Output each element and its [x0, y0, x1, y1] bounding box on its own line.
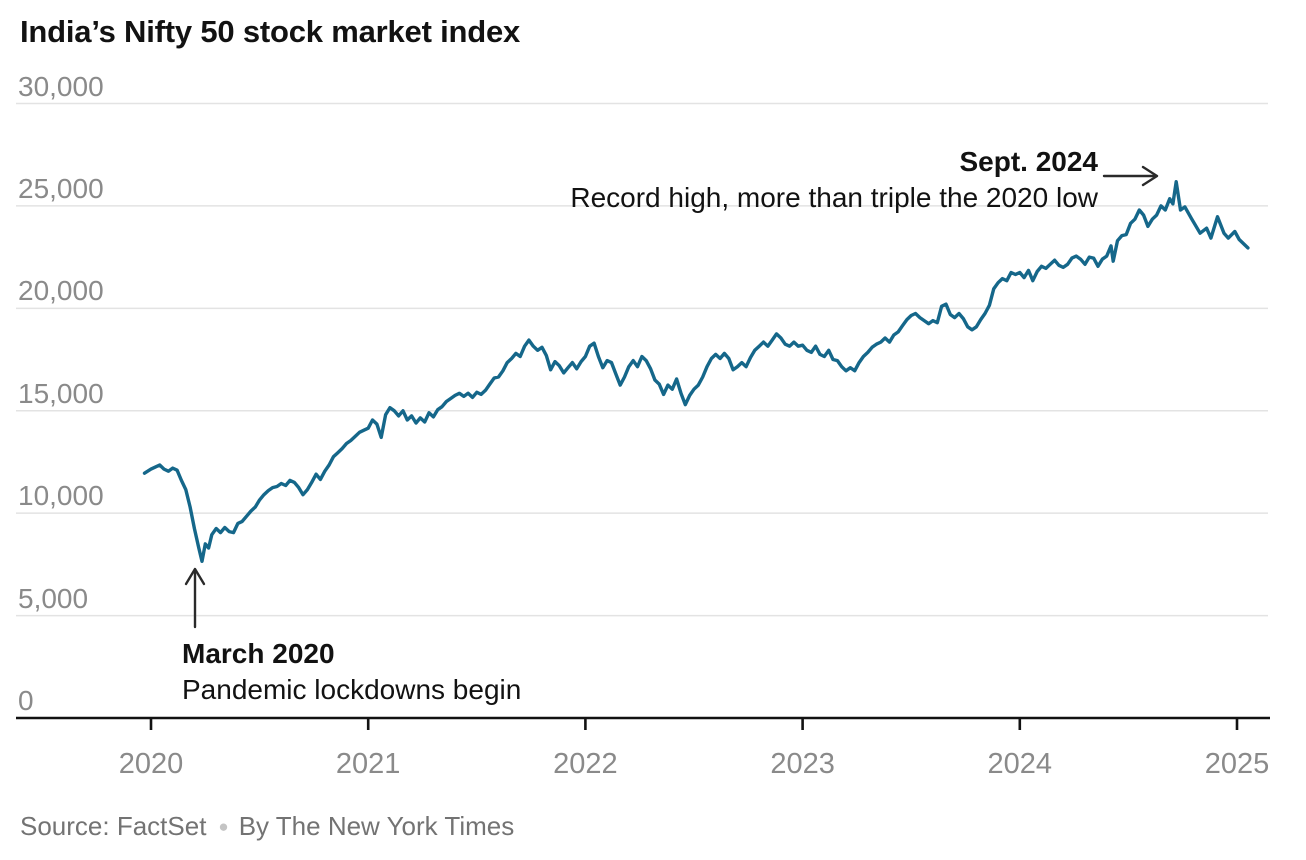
y-tick-label: 15,000 — [18, 377, 104, 409]
annotation-sept-2024: Sept. 2024 Record high, more than triple… — [570, 144, 1098, 216]
y-tick-label: 25,000 — [18, 172, 104, 204]
gridlines — [16, 102, 1268, 617]
x-tick-label: 2024 — [987, 748, 1053, 780]
y-tick-label: 10,000 — [18, 480, 104, 512]
annotation-sept-2024-title: Sept. 2024 — [959, 146, 1098, 177]
x-tick-label: 2020 — [118, 748, 184, 780]
y-tick-label: 30,000 — [18, 70, 104, 102]
annotation-march-2020: March 2020 Pandemic lockdowns begin — [182, 636, 521, 708]
dot-separator-icon: ● — [218, 817, 229, 836]
source-byline: Source: FactSet ● By The New York Times — [20, 811, 514, 842]
x-tick-label: 2025 — [1204, 748, 1270, 780]
high-annotation-arrow — [1102, 165, 1159, 187]
source-label: Source: FactSet — [20, 811, 207, 841]
annotation-march-2020-title: March 2020 — [182, 638, 335, 669]
annotation-sept-2024-text: Record high, more than triple the 2020 l… — [570, 182, 1098, 213]
annotation-march-2020-text: Pandemic lockdowns begin — [182, 674, 522, 705]
y-tick-label: 5,000 — [18, 582, 89, 614]
y-tick-label: 20,000 — [18, 275, 104, 307]
x-tick-label: 2022 — [553, 748, 618, 780]
low-annotation-arrow — [184, 567, 206, 629]
x-tick-label: 2023 — [770, 748, 835, 780]
y-tick-label: 0 — [18, 685, 34, 716]
x-axis — [16, 716, 1270, 730]
byline-label: By The New York Times — [238, 811, 515, 841]
x-tick-label: 2021 — [335, 748, 401, 780]
chart-title: India’s Nifty 50 stock market index — [20, 14, 521, 49]
nifty50-line — [142, 179, 1250, 563]
